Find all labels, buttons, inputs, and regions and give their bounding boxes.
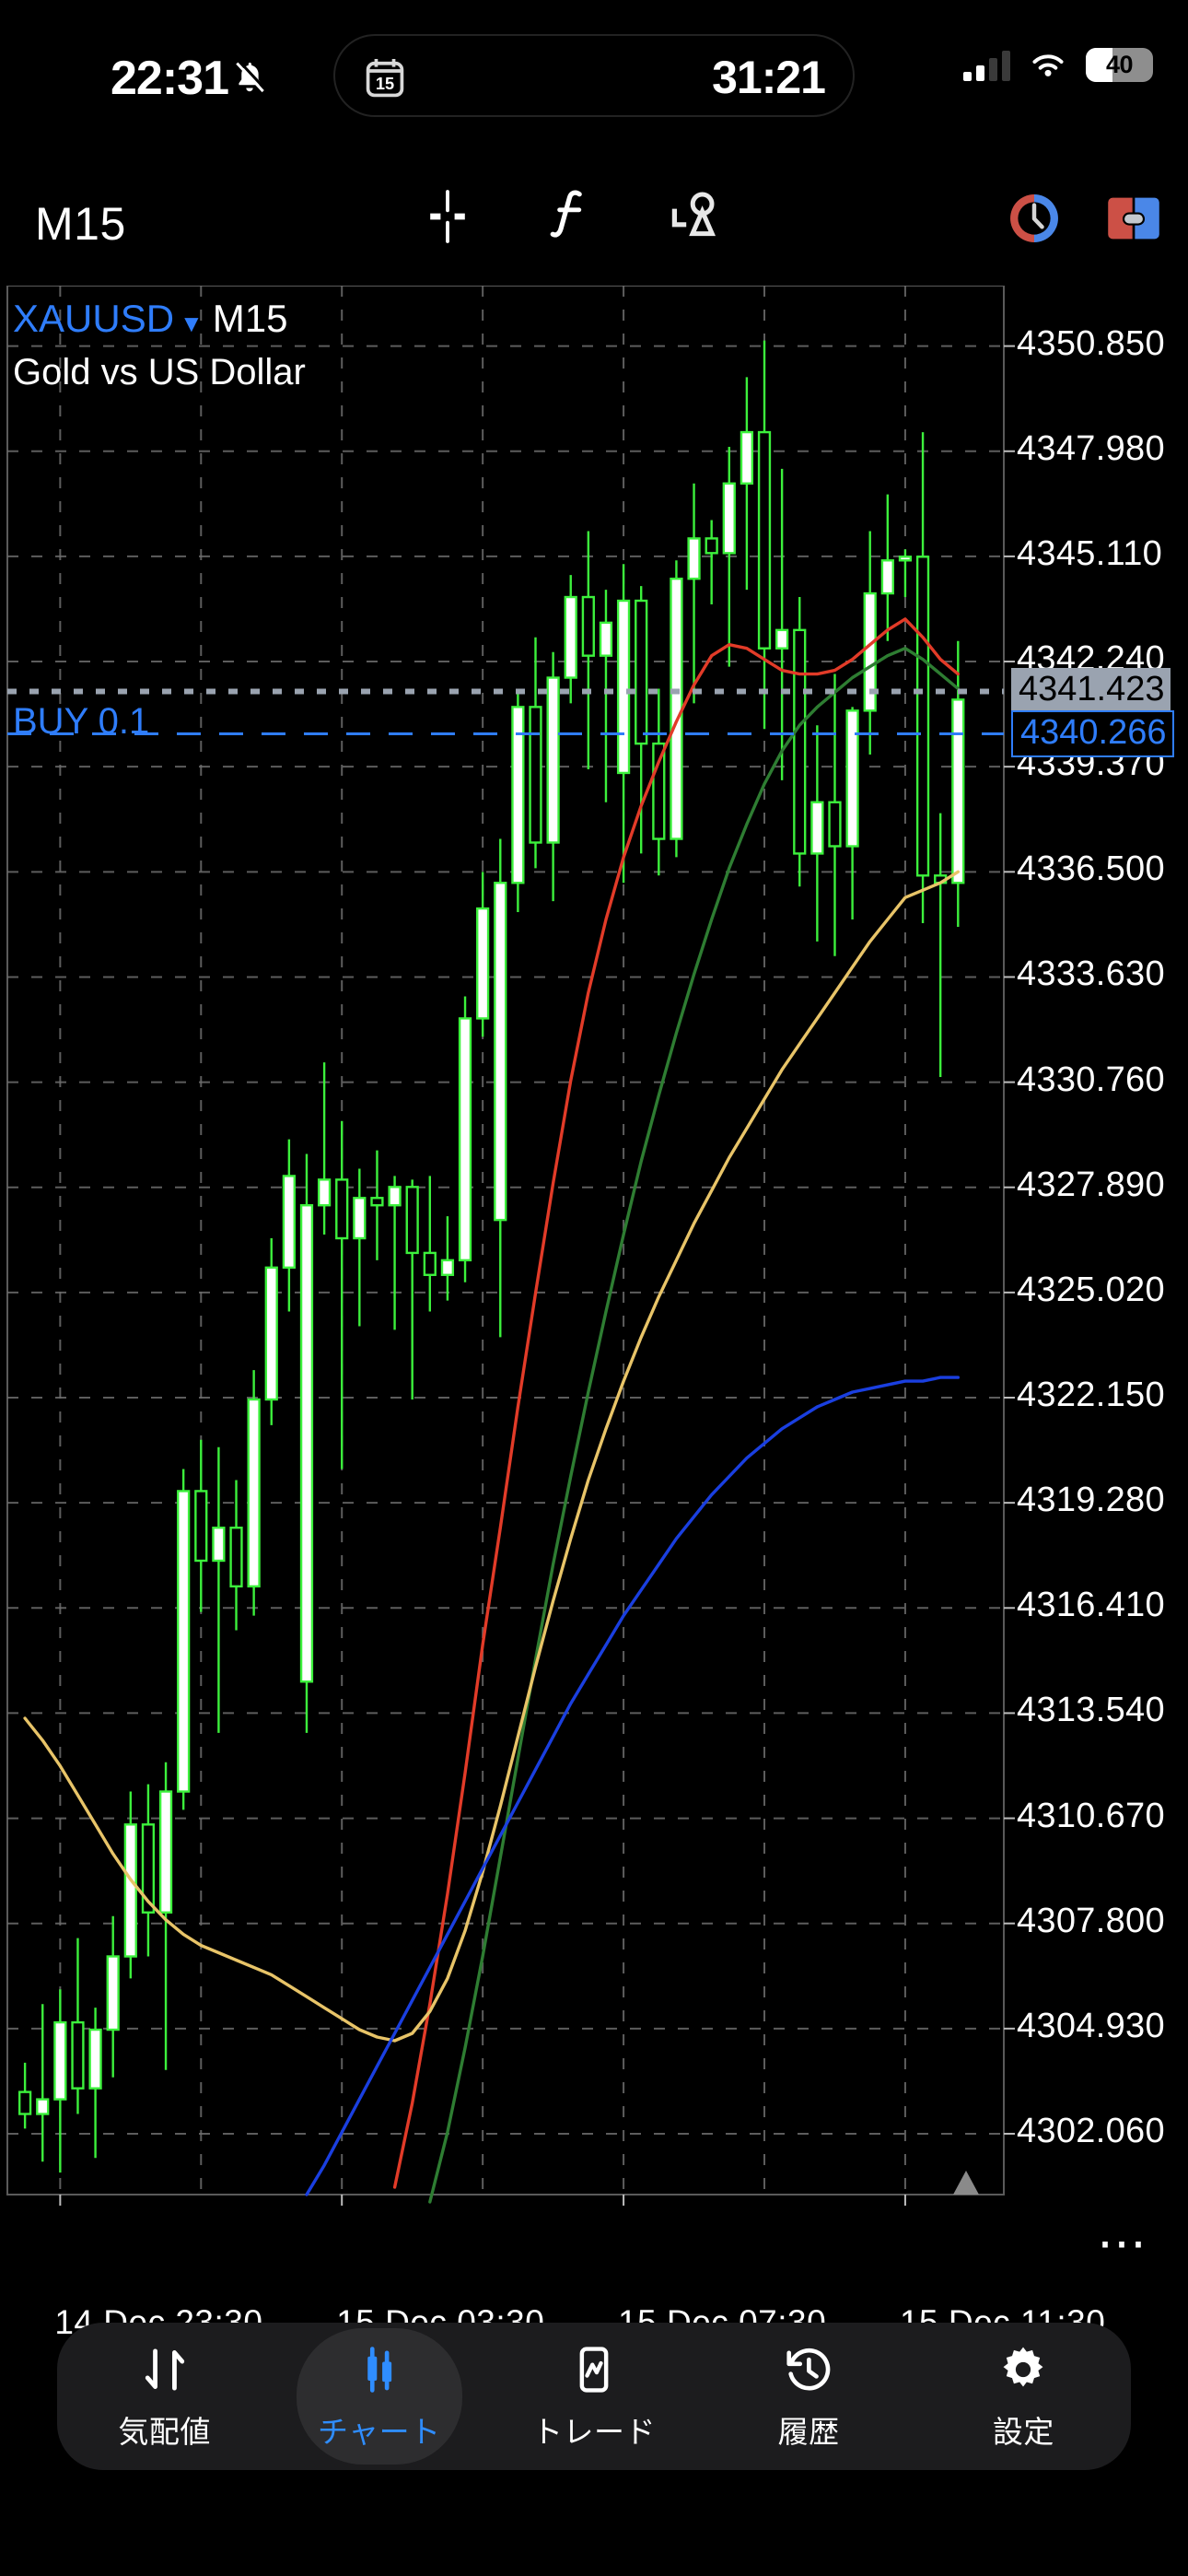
status-bar-clock: 22:31 (111, 52, 229, 105)
price-tick-label: 4345.110 (1017, 533, 1163, 573)
tab-settings[interactable]: 設定 (936, 2323, 1111, 2470)
trade-phone-icon (565, 2341, 623, 2398)
price-tick-label: 4336.500 (1017, 849, 1165, 889)
wifi-icon (1032, 53, 1064, 76)
quotes-arrows-icon (136, 2341, 193, 2398)
tab-trade[interactable]: トレード (507, 2323, 681, 2470)
price-tick-label: 4316.410 (1017, 1586, 1165, 1625)
dynamic-island[interactable]: 15 31:21 (333, 34, 855, 117)
drawing-objects-icon[interactable] (666, 186, 723, 247)
bell-muted-icon (236, 60, 267, 93)
price-tick-label: 4322.150 (1017, 1376, 1165, 1414)
calendar-icon: 15 (366, 58, 404, 98)
status-bar: 22:31 15 31:21 40 (0, 0, 1188, 157)
home-indicator (401, 2538, 787, 2548)
candlestick-chart-icon (351, 2341, 408, 2398)
price-tick-label: 4325.020 (1017, 1270, 1165, 1309)
cellular-signal-icon (963, 50, 1010, 81)
tab-chart[interactable]: チャート (292, 2323, 467, 2470)
timeframe-button[interactable]: M15 (35, 198, 126, 250)
more-dots-icon[interactable]: ⋯ (1097, 2216, 1151, 2271)
price-chart[interactable]: XAUUSD ▼ M15 Gold vs US Dollar BUY 0.1 435… (0, 286, 1188, 2303)
chart-toolbar: M15 (0, 164, 1188, 286)
clock-buy-sell-icon[interactable] (1006, 190, 1063, 252)
symbol-header[interactable]: XAUUSD ▼ M15 (13, 297, 287, 341)
tab-history[interactable]: 履歴 (721, 2323, 896, 2470)
price-tick-label: 4304.930 (1017, 2006, 1165, 2045)
price-tick-label: 4302.060 (1017, 2111, 1165, 2150)
price-tick-label: 4330.760 (1017, 1060, 1165, 1099)
status-bar-indicators: 40 (963, 48, 1153, 82)
price-tick-label: 4319.280 (1017, 1481, 1165, 1520)
active-tab-pill (296, 2328, 462, 2465)
price-tick-label: 4347.980 (1017, 428, 1165, 468)
function-f-icon[interactable] (542, 186, 600, 247)
price-tick-label: 4333.630 (1017, 954, 1165, 994)
symbol-name[interactable]: XAUUSD (13, 297, 175, 340)
bottom-tab-bar: 気配値 チャート トレード (57, 2323, 1131, 2470)
crosshair-icon[interactable] (419, 186, 476, 247)
tab-label: トレード (531, 2415, 656, 2449)
tab-label: チャート (317, 2415, 441, 2449)
tab-quotes[interactable]: 気配値 (77, 2323, 252, 2470)
tab-label: 履歴 (777, 2415, 840, 2449)
tab-label: 設定 (992, 2415, 1054, 2449)
ask-price-chip[interactable]: 4340.266 (1011, 709, 1174, 757)
chart-canvas[interactable] (0, 286, 1188, 2303)
svg-text:15: 15 (376, 75, 394, 93)
bid-price-chip: 4341.423 (1011, 667, 1171, 713)
battery-percent: 40 (1105, 51, 1134, 78)
symbol-description: Gold vs US Dollar (13, 352, 306, 392)
history-clock-icon (780, 2341, 837, 2398)
symbol-timeframe: M15 (212, 297, 288, 340)
price-tick-label: 4307.800 (1017, 1901, 1165, 1940)
price-tick-label: 4327.890 (1017, 1165, 1165, 1204)
tab-label: 気配値 (118, 2415, 211, 2449)
price-tick-label: 4350.850 (1017, 323, 1165, 363)
gear-icon (995, 2341, 1052, 2398)
price-tick-label: 4310.670 (1017, 1796, 1165, 1835)
island-timer: 31:21 (712, 52, 826, 103)
position-label[interactable]: BUY 0.1 (13, 700, 150, 742)
price-tick-label: 4313.540 (1017, 1691, 1165, 1730)
chevron-down-icon[interactable]: ▼ (180, 310, 204, 337)
battery-icon: 40 (1086, 48, 1153, 82)
new-order-icon[interactable] (1105, 193, 1162, 248)
